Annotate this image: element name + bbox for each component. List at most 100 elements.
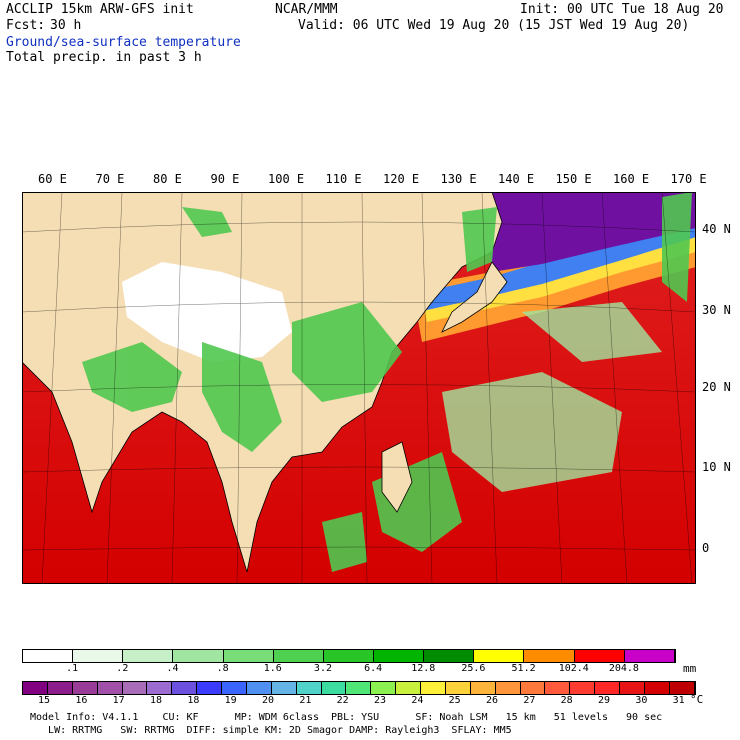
precip-tick: 1.6 xyxy=(263,663,282,674)
temperature-color-swatch xyxy=(669,682,695,694)
weather-map xyxy=(22,192,696,584)
temperature-tick: 19 xyxy=(224,695,237,706)
land-japan xyxy=(441,261,508,333)
temperature-color-swatch xyxy=(421,682,446,694)
temperature-color-swatch xyxy=(570,682,596,694)
temperature-colorbar xyxy=(22,681,696,695)
temperature-tick: 20 xyxy=(262,695,275,706)
precip-color-swatch xyxy=(373,650,425,662)
sea-cold-purple xyxy=(482,192,696,272)
lon-label: 110 E xyxy=(325,172,362,186)
lon-label: 150 E xyxy=(555,172,592,186)
precip-color-swatch xyxy=(123,650,174,662)
precip-color-swatch xyxy=(624,650,675,662)
fcst-label: Fcst: xyxy=(6,18,46,33)
precip-color-swatch xyxy=(323,650,374,662)
temperature-tick: 15 xyxy=(38,695,51,706)
temperature-tick: 25 xyxy=(448,695,461,706)
precip-color-swatch xyxy=(474,650,525,662)
temperature-unit: °C xyxy=(690,693,704,706)
precip-tick: .1 xyxy=(66,663,79,674)
precip-tick: 3.2 xyxy=(313,663,332,674)
model-title: ACCLIP 15km ARW-GFS init xyxy=(6,2,194,17)
temperature-color-swatch xyxy=(246,682,272,694)
temperature-color-swatch xyxy=(595,682,620,694)
temperature-tick: 27 xyxy=(523,695,536,706)
precip-tick: 6.4 xyxy=(364,663,383,674)
precip-color-swatch xyxy=(173,650,224,662)
temperature-color-swatch xyxy=(172,682,198,694)
lat-label: 30 N xyxy=(702,303,731,317)
field-label-precip: Total precip. in past 3 h xyxy=(6,50,202,65)
temperature-tick: 28 xyxy=(560,695,573,706)
temperature-color-swatch xyxy=(620,682,645,694)
precip-colorbar xyxy=(22,649,676,663)
precip-color-swatch xyxy=(424,650,475,662)
precip-tick: 51.2 xyxy=(511,663,536,674)
org-label: NCAR/MMM xyxy=(275,2,338,17)
temperature-color-swatch xyxy=(296,682,322,694)
temperature-color-swatch xyxy=(470,682,496,694)
lon-label: 90 E xyxy=(210,172,240,186)
temperature-color-swatch xyxy=(271,682,297,694)
temperature-tick: 18 xyxy=(150,695,163,706)
temperature-color-swatch xyxy=(72,682,98,694)
lon-label: 80 E xyxy=(153,172,182,186)
temperature-color-swatch xyxy=(445,682,471,694)
precip-tick: .2 xyxy=(116,663,129,674)
lon-label: 70 E xyxy=(95,172,125,186)
lat-label: 0 xyxy=(702,541,710,555)
temperature-color-swatch xyxy=(222,682,247,694)
temperature-tick: 30 xyxy=(635,695,648,706)
tibetan-plateau xyxy=(122,262,292,362)
temperature-color-swatch xyxy=(396,682,421,694)
precip-light xyxy=(442,302,662,492)
precip-tick: .8 xyxy=(216,663,229,674)
temperature-color-swatch xyxy=(147,682,173,694)
temperature-tick: 23 xyxy=(374,695,387,706)
temperature-color-swatch xyxy=(545,682,571,694)
temperature-color-swatch xyxy=(197,682,222,694)
temperature-tick: 18 xyxy=(187,695,200,706)
precip-tick: 25.6 xyxy=(461,663,486,674)
temperature-color-swatch xyxy=(321,682,347,694)
temperature-tick: 24 xyxy=(411,695,424,706)
precip-tick: 102.4 xyxy=(558,663,589,674)
lat-label: 40 N xyxy=(702,222,731,236)
lon-label: 170 E xyxy=(670,172,707,186)
temperature-tick: 16 xyxy=(75,695,88,706)
precip-tick: .4 xyxy=(166,663,179,674)
temperature-color-swatch xyxy=(47,682,73,694)
temperature-color-swatch xyxy=(495,682,521,694)
precip-color-swatch xyxy=(273,650,324,662)
temperature-color-swatch xyxy=(23,682,48,694)
temperature-tick: 29 xyxy=(598,695,611,706)
valid-time: Valid: 06 UTC Wed 19 Aug 20 (15 JST Wed … xyxy=(298,18,690,33)
temperature-tick: 31 xyxy=(672,695,685,706)
temperature-tick: 21 xyxy=(299,695,312,706)
lon-label: 160 E xyxy=(613,172,650,186)
precip-color-swatch xyxy=(223,650,274,662)
model-info-line1: Model Info: V4.1.1 CU: KF MP: WDM 6class… xyxy=(30,712,663,723)
graticule xyxy=(22,192,696,584)
land-philippines xyxy=(381,441,413,513)
temperature-tick: 22 xyxy=(336,695,349,706)
temperature-tick: 26 xyxy=(486,695,499,706)
lat-label: 20 N xyxy=(702,380,731,394)
fcst-value: 30 h xyxy=(50,18,82,33)
precip-color-swatch xyxy=(524,650,575,662)
lon-label: 100 E xyxy=(268,172,305,186)
temperature-color-swatch xyxy=(122,682,148,694)
temperature-color-swatch xyxy=(346,682,372,694)
precip-unit: mm xyxy=(683,662,697,675)
lon-label: 140 E xyxy=(498,172,535,186)
field-label-temperature: Ground/sea-surface temperature xyxy=(6,35,241,50)
temperature-color-swatch xyxy=(520,682,546,694)
temperature-tick: 17 xyxy=(112,695,125,706)
lon-label: 60 E xyxy=(38,172,67,186)
precip-tick: 204.8 xyxy=(608,663,639,674)
temperature-color-swatch xyxy=(97,682,123,694)
temperature-color-swatch xyxy=(644,682,670,694)
precip-color-swatch xyxy=(23,650,74,662)
precip-color-swatch xyxy=(73,650,124,662)
